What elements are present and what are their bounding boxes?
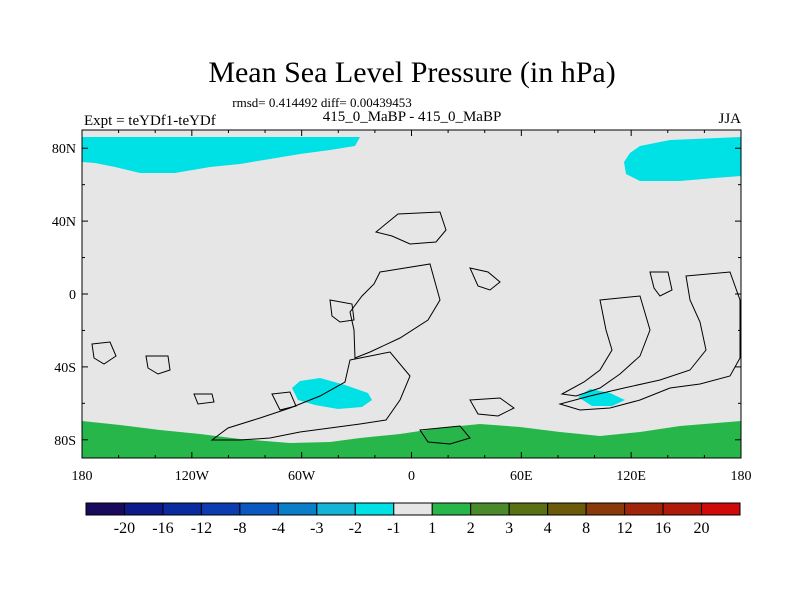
colorbar-label: -1 [387,520,400,537]
colorbar-swatch [354,502,395,516]
region-arctic-west [82,137,360,173]
colorbar-swatch [662,502,703,516]
colorbar-label: -2 [349,520,362,537]
x-tick-label: 180 [731,469,752,484]
colorbar-label: 12 [617,520,633,537]
colorbar-label: 16 [655,520,671,537]
y-axis: 80N 40N 0 40S 80S [52,142,741,449]
chart-title: Mean Sea Level Pressure (in hPa) [208,56,615,89]
colorbar-swatch [200,502,241,516]
colorbar-label: 3 [505,520,513,537]
map-background [82,130,741,458]
colorbar-label: 8 [582,520,590,537]
colorbar-label: 1 [428,520,436,537]
colorbar-label: -4 [272,520,285,537]
colorbar-label: -20 [114,520,135,537]
x-tick-label: 180 [72,469,93,484]
colorbar-swatch [85,502,125,516]
colorbar-swatch [624,502,664,516]
colorbar-label: 4 [544,520,552,537]
coastlines [91,211,741,445]
x-tick-label: 120W [175,469,210,484]
colorbar-swatch [393,502,433,516]
y-tick-label: 80N [52,142,76,157]
colorbar-labels: -20 -16 -12 -8 -4 -3 -2 -1 1 2 3 4 8 12 16 20 [114,520,710,537]
colorbar-label: 2 [467,520,475,537]
colorbar-label: -16 [152,520,173,537]
center-label: 415_0_MaBP - 415_0_MaBP [323,109,502,125]
x-tick-label: 60E [510,469,533,484]
colorbar-label: 20 [694,520,710,537]
colorbar-swatch [431,502,472,516]
colorbar-swatch [277,502,318,516]
colorbar-swatch [162,502,202,516]
colorbar-swatch [316,502,356,516]
colorbar [85,502,741,516]
experiment-label: Expt = teYDf1-teYDf [84,113,216,129]
colorbar-label: -8 [233,520,246,537]
plot-area [81,129,742,459]
region-antarctic [82,421,741,458]
x-axis: 180 120W 60W 0 60E 120E 180 [72,130,752,484]
colorbar-swatch [239,502,279,516]
x-tick-label: 0 [408,469,415,484]
y-tick-label: 80S [54,434,76,449]
y-tick-label: 40S [54,361,76,376]
colorbar-swatch [508,502,549,516]
x-tick-label: 60W [288,469,316,484]
colorbar-swatch [470,502,510,516]
x-tick-label: 120E [616,469,646,484]
region-south-atlantic [292,378,372,409]
colorbar-swatch [547,502,587,516]
region-arctic-east [624,137,741,181]
season-label: JJA [718,111,741,127]
stats-label: rmsd= 0.414492 diff= 0.00439453 [232,95,411,110]
colorbar-swatch [123,502,164,516]
colorbar-label: -3 [310,520,323,537]
colorbar-swatch [585,502,626,516]
colorbar-swatch [701,502,741,516]
region-south-indian [578,389,625,406]
colorbar-label: -12 [191,520,212,537]
y-tick-label: 0 [69,288,76,303]
y-tick-label: 40N [52,215,76,230]
